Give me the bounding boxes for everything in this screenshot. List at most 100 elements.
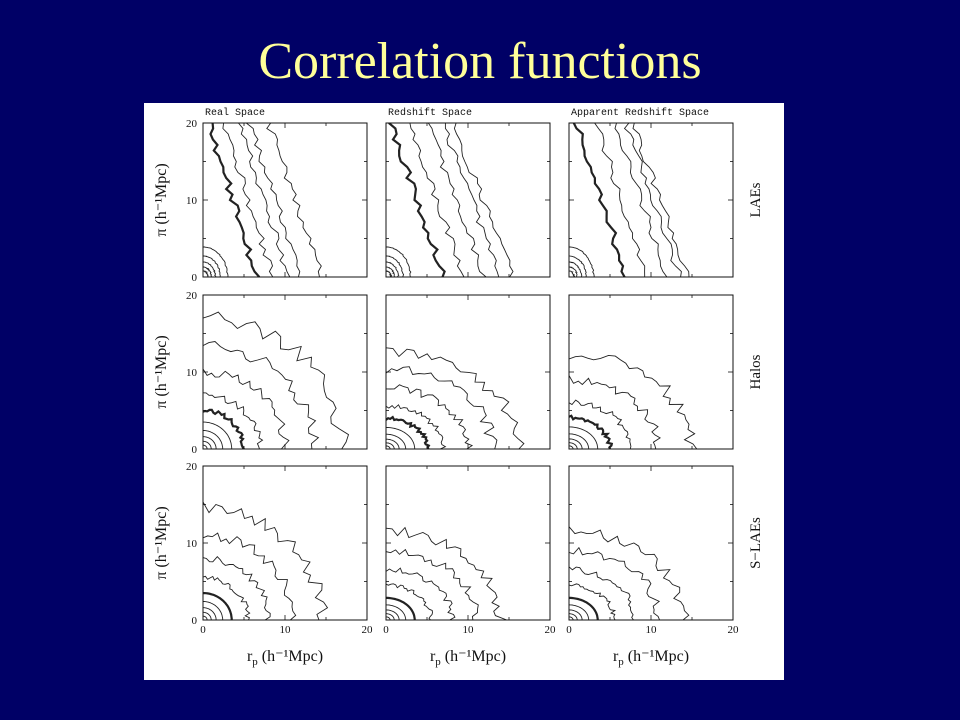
contour-line — [623, 123, 682, 277]
contour-line — [203, 246, 229, 277]
contour-line — [569, 442, 578, 449]
x-axis-label-unit: (h⁻¹Mpc) — [624, 648, 689, 665]
y-tick-label: 20 — [186, 118, 198, 130]
contour-line — [203, 444, 208, 449]
column-title: Redshift Space — [388, 107, 472, 119]
panel-frame — [202, 465, 368, 621]
contour-line — [203, 311, 350, 449]
contour-line — [569, 526, 690, 620]
panel-frame — [385, 465, 551, 621]
contour-line — [594, 123, 646, 277]
contour-line — [569, 566, 634, 620]
x-axis-label: rp (h⁻¹Mpc) — [247, 648, 323, 668]
x-axis-label: rp (h⁻¹Mpc) — [613, 648, 689, 668]
x-axis-label-main: r — [430, 648, 436, 665]
y-axis-label: π (h⁻¹Mpc) — [153, 335, 170, 408]
contour-line — [203, 408, 245, 449]
x-tick-label: 20 — [545, 624, 557, 636]
panel-frame — [568, 465, 734, 621]
x-axis-label: rp (h⁻¹Mpc) — [430, 648, 506, 668]
x-tick-label: 0 — [566, 624, 572, 636]
contour-line — [569, 266, 578, 277]
x-tick-label: 20 — [728, 624, 740, 636]
x-axis-label-sub: p — [435, 656, 441, 668]
contour-line — [569, 255, 587, 277]
contour-line — [388, 123, 446, 277]
panel-frame — [202, 294, 368, 450]
contour-line — [386, 426, 416, 449]
contour-line — [386, 604, 407, 620]
contour-line — [569, 613, 578, 620]
contour-line — [203, 592, 233, 620]
contour-line — [386, 347, 525, 449]
contour-line — [386, 445, 391, 449]
contour-line — [569, 246, 595, 277]
x-tick-label: 20 — [362, 624, 374, 636]
contour-line — [386, 567, 456, 620]
contour-line — [569, 354, 698, 449]
contour-line — [203, 575, 251, 620]
contour-line — [203, 270, 209, 277]
contour-line — [203, 556, 271, 620]
y-axis-label: π (h⁻¹Mpc) — [153, 163, 170, 236]
contour-line — [409, 123, 465, 277]
contour-line — [203, 392, 264, 449]
contour-line — [614, 123, 668, 277]
y-tick-label: 20 — [186, 290, 198, 302]
contour-line — [238, 123, 291, 277]
contour-line — [386, 270, 393, 277]
contour-line — [266, 123, 322, 277]
y-tick-label: 0 — [192, 444, 198, 456]
x-tick-label: 10 — [463, 624, 475, 636]
slide-title: Correlation functions — [258, 33, 702, 90]
panel-frame — [385, 122, 551, 278]
x-tick-label: 10 — [646, 624, 658, 636]
contour-line — [386, 246, 412, 277]
contour-line — [203, 255, 221, 277]
contour-line — [386, 261, 400, 277]
y-tick-label: 10 — [186, 538, 198, 550]
column-title: Real Space — [205, 107, 265, 119]
contour-line — [203, 266, 213, 277]
y-tick-label: 10 — [186, 195, 198, 207]
contour-line — [386, 609, 400, 620]
x-axis-label-sub: p — [252, 656, 258, 668]
contour-line — [386, 583, 433, 620]
contour-line — [444, 123, 500, 277]
contour-line — [203, 430, 224, 449]
contour-line — [386, 616, 391, 620]
contour-line — [386, 433, 407, 449]
contour-line — [203, 601, 224, 620]
y-axis-label: π (h⁻¹Mpc) — [153, 506, 170, 579]
panel-frame — [202, 122, 368, 278]
contour-line — [209, 123, 261, 277]
x-tick-label: 10 — [280, 624, 292, 636]
contour-line — [222, 123, 274, 277]
contour-line — [203, 615, 208, 620]
contour-line — [569, 546, 661, 620]
contour-line — [203, 421, 233, 449]
contour-line — [569, 596, 599, 620]
contour-line — [386, 438, 400, 449]
contour-grid-svg: 0 10 20 0 10 20 0 10 20 0 10 20 0 10 20 0 10 20 Real Space… — [153, 107, 764, 668]
contour-line — [569, 414, 614, 449]
x-axis-label-main: r — [613, 648, 619, 665]
contour-line — [569, 616, 574, 620]
contour-line — [569, 609, 583, 620]
panel-frame — [568, 294, 734, 450]
row-label: LAEs — [748, 182, 764, 217]
contour-line — [569, 438, 583, 449]
x-tick-label: 0 — [200, 624, 206, 636]
contour-line — [569, 426, 599, 449]
contour-line — [386, 266, 396, 277]
contour-line — [632, 123, 690, 277]
contour-line — [203, 368, 290, 449]
contour-line — [569, 583, 617, 620]
y-tick-label: 10 — [186, 367, 198, 379]
contour-line — [569, 433, 590, 449]
y-tick-label: 20 — [186, 461, 198, 473]
contour-line — [203, 440, 212, 449]
x-axis-label-main: r — [247, 648, 253, 665]
contour-line — [203, 436, 217, 449]
column-title: Apparent Redshift Space — [571, 107, 709, 119]
